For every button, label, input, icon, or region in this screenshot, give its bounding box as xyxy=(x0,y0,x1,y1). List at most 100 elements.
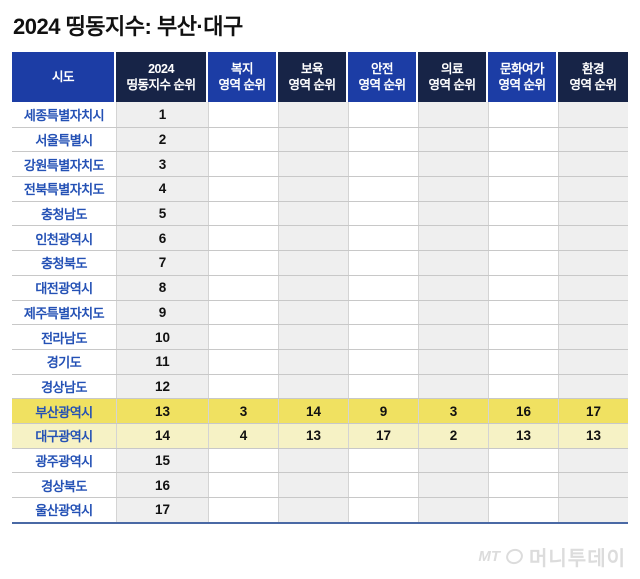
region-cell: 대전광역시 xyxy=(12,275,116,300)
column-header-line1: 복지 xyxy=(230,61,254,76)
publisher-watermark: MT 머니투데이 xyxy=(478,541,626,571)
region-cell: 경기도 xyxy=(12,349,116,374)
table-row: 전북특별자치도 4 xyxy=(12,176,628,201)
rank-cell: 7 xyxy=(116,251,208,275)
column-header-3: 보육 영역 순위 xyxy=(278,52,348,102)
rank-cell: 1 xyxy=(116,102,208,127)
region-cell: 울산광역시 xyxy=(12,498,116,522)
table-row: 서울특별시 2 xyxy=(12,126,628,152)
column-header-5: 의료 영역 순위 xyxy=(418,52,488,102)
table-row: 울산광역시 17 xyxy=(12,497,628,522)
rank-cell: 17 xyxy=(116,498,208,522)
region-cell: 경상북도 xyxy=(12,473,116,497)
region-cell: 대구광역시 xyxy=(12,423,116,448)
rank-cell xyxy=(418,448,488,473)
rank-cell xyxy=(208,152,278,177)
rank-cell xyxy=(348,251,418,275)
rank-cell xyxy=(348,473,418,497)
rank-cell: 2 xyxy=(418,423,488,448)
mt-logo-text: MT xyxy=(478,547,500,565)
column-header-line2: 영역 순위 xyxy=(218,78,266,92)
page-title: 2024 띵동지수: 부산·대구 xyxy=(13,14,243,39)
region-cell: 전라남도 xyxy=(12,325,116,349)
rank-cell: 10 xyxy=(116,325,208,349)
rank-cell xyxy=(418,275,488,300)
region-cell: 경상남도 xyxy=(12,374,116,399)
rank-cell xyxy=(558,325,628,349)
table-row: 경상북도 16 xyxy=(12,472,628,497)
column-header-line2: 띵동지수 순위 xyxy=(126,78,196,92)
rank-cell xyxy=(348,349,418,374)
rank-cell xyxy=(278,349,348,374)
column-header-line1: 2024 xyxy=(148,61,174,76)
rank-cell xyxy=(348,102,418,127)
region-cell: 충청남도 xyxy=(12,201,116,226)
rank-cell: 14 xyxy=(278,399,348,423)
column-header-line2: 영역 순위 xyxy=(288,78,336,92)
table-row: 전라남도 10 xyxy=(12,324,628,349)
rank-cell xyxy=(558,226,628,251)
region-cell: 서울특별시 xyxy=(12,127,116,152)
rank-cell xyxy=(558,201,628,226)
rank-cell xyxy=(488,226,558,251)
rank-cell xyxy=(418,300,488,325)
region-cell: 부산광역시 xyxy=(12,399,116,423)
column-header-line1: 안전 xyxy=(370,61,394,76)
rank-cell xyxy=(488,498,558,522)
rank-cell xyxy=(488,127,558,152)
rank-cell xyxy=(488,251,558,275)
column-header-6: 문화여가 영역 순위 xyxy=(488,52,558,102)
rank-cell: 9 xyxy=(116,300,208,325)
table-row: 충청남도 5 xyxy=(12,200,628,226)
region-cell: 광주광역시 xyxy=(12,448,116,473)
rank-cell xyxy=(488,275,558,300)
rank-cell xyxy=(278,498,348,522)
rank-cell xyxy=(278,448,348,473)
rank-cell xyxy=(208,448,278,473)
rank-cell xyxy=(418,177,488,201)
rank-cell xyxy=(278,325,348,349)
region-cell: 제주특별자치도 xyxy=(12,300,116,325)
rank-cell xyxy=(348,300,418,325)
rank-cell: 14 xyxy=(116,423,208,448)
rank-cell xyxy=(348,127,418,152)
rank-cell xyxy=(488,177,558,201)
rank-cell xyxy=(418,102,488,127)
column-header-7: 환경 영역 순위 xyxy=(558,52,628,102)
rank-cell xyxy=(418,498,488,522)
rank-cell: 3 xyxy=(116,152,208,177)
column-header-0: 시도 xyxy=(12,52,116,102)
rank-cell xyxy=(488,325,558,349)
rank-cell: 8 xyxy=(116,275,208,300)
table-row: 강원특별자치도 3 xyxy=(12,151,628,177)
mt-globe-icon xyxy=(504,546,525,566)
rank-cell xyxy=(488,473,558,497)
rank-cell xyxy=(278,226,348,251)
rank-cell: 13 xyxy=(488,423,558,448)
rank-cell xyxy=(278,201,348,226)
rank-cell: 12 xyxy=(116,374,208,399)
rank-cell: 4 xyxy=(208,423,278,448)
rank-cell: 15 xyxy=(116,448,208,473)
rank-cell xyxy=(278,300,348,325)
rank-cell: 6 xyxy=(116,226,208,251)
rank-cell: 5 xyxy=(116,201,208,226)
table-row: 경상남도 12 xyxy=(12,373,628,399)
rank-cell xyxy=(418,152,488,177)
rank-cell xyxy=(558,102,628,127)
table-row: 대전광역시 8 xyxy=(12,274,628,300)
rank-cell xyxy=(278,275,348,300)
rank-cell xyxy=(208,275,278,300)
rank-cell xyxy=(418,374,488,399)
rank-cell xyxy=(348,275,418,300)
rank-cell xyxy=(418,349,488,374)
column-header-line1: 환경 xyxy=(581,61,605,76)
rank-cell xyxy=(558,349,628,374)
rank-cell xyxy=(348,201,418,226)
rank-cell xyxy=(418,201,488,226)
rank-cell xyxy=(418,251,488,275)
rank-cell xyxy=(558,127,628,152)
table-row: 인천광역시 6 xyxy=(12,225,628,251)
rank-cell xyxy=(278,177,348,201)
